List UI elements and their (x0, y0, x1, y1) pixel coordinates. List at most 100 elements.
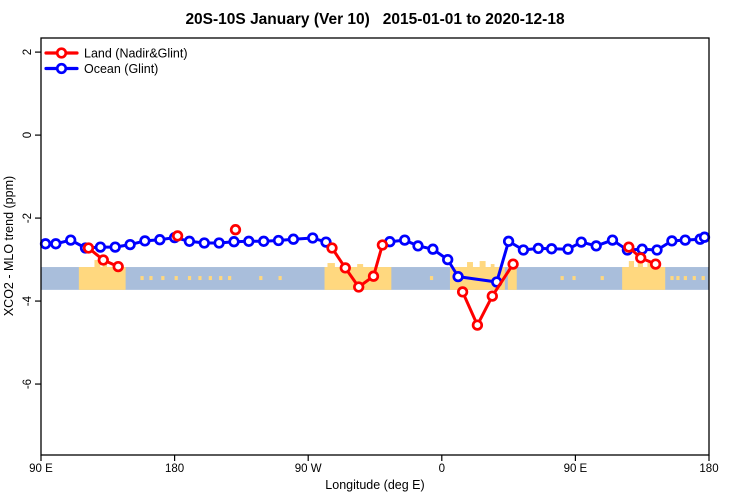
legend-marker-sample (55, 62, 68, 75)
data-point-marker (183, 235, 196, 247)
strip-island-dot (174, 276, 178, 281)
y-tick-label: 0 (22, 132, 34, 138)
data-point-marker (452, 270, 464, 283)
data-point-marker (590, 240, 602, 252)
data-point-marker (456, 286, 469, 298)
data-point-marker (679, 234, 691, 246)
strip-coast-bump (490, 264, 495, 268)
strip-island-dot (187, 276, 192, 281)
series-land-nadir-glint- (82, 224, 662, 331)
y-tick-label: 2 (22, 49, 34, 55)
y-tick-label: -4 (22, 295, 34, 306)
strip-island-dot (683, 276, 687, 281)
strip-coast-bump (479, 261, 486, 268)
data-point-marker (94, 241, 107, 253)
data-point-marker (272, 234, 285, 247)
strip-coast-bump (647, 263, 652, 268)
data-point-marker (229, 224, 242, 236)
strip-island-dot (198, 276, 202, 281)
data-point-marker (545, 243, 558, 255)
strip-coast-bump (637, 260, 643, 268)
data-point-marker (575, 236, 587, 248)
data-point-marker (376, 239, 389, 251)
y-tick-label: -6 (22, 379, 34, 389)
data-point-marker (326, 242, 338, 254)
data-point-marker (502, 235, 515, 247)
legend: Land (Nadir&Glint)Ocean (Glint) (44, 47, 188, 76)
data-point-marker (412, 240, 424, 252)
data-point-marker (213, 237, 225, 249)
data-point-marker (517, 244, 530, 256)
legend-item: Ocean (Glint) (44, 62, 158, 76)
x-axis-title: Longitude (deg E) (325, 478, 424, 492)
data-point-marker (606, 234, 619, 246)
strip-island-dot (278, 276, 282, 281)
data-point-marker (50, 238, 62, 250)
data-point-marker (367, 270, 380, 282)
strip-coast-bump (94, 260, 101, 268)
strip-island-dot (228, 276, 232, 281)
chart-title: 20S-10S January (Ver 10) 2015-01-01 to 2… (185, 11, 565, 28)
axes: 90 E 180 90 W 0 90 E 180 2 0 -2 -4 -6 (22, 37, 719, 475)
strip-coast-bump (628, 261, 635, 268)
strip-island-dot (161, 276, 165, 281)
legend-label: Ocean (Glint) (84, 62, 158, 76)
strip-island-dot (259, 276, 263, 281)
y-axis-title: XCO2 - MLO trend (ppm) (2, 176, 16, 316)
strip-land-patch (622, 267, 666, 290)
strip-island-dot (676, 276, 680, 281)
data-point-marker (339, 262, 351, 274)
strip-island-dot (560, 276, 564, 281)
strip-island-dot (692, 276, 696, 281)
legend-item: Land (Nadir&Glint) (44, 47, 188, 61)
data-point-marker (507, 258, 519, 270)
data-point-marker (287, 233, 300, 245)
x-tick-label: 0 (439, 463, 445, 475)
data-point-marker (698, 231, 711, 243)
x-tick-label: 180 (165, 463, 184, 475)
data-series (39, 224, 711, 331)
data-point-marker (486, 290, 498, 302)
data-point-marker (471, 319, 484, 331)
data-point-marker (399, 234, 411, 246)
strip-island-dot (219, 276, 223, 281)
data-point-marker (651, 244, 663, 256)
data-point-marker (258, 235, 270, 247)
series-ocean-glint- (39, 231, 711, 288)
data-point-marker (636, 243, 648, 255)
strip-land-patch (78, 267, 126, 290)
x-tick-label: 90 W (295, 463, 322, 475)
strip-island-dot (149, 276, 153, 281)
plot-border (40, 37, 710, 456)
data-point-marker (198, 237, 210, 249)
data-point-marker (154, 234, 166, 246)
series-line (461, 262, 515, 327)
data-point-marker (97, 254, 109, 266)
data-point-marker (112, 260, 124, 273)
strip-island-dot (140, 276, 144, 281)
strip-island-dot (600, 276, 604, 281)
data-point-marker (65, 234, 77, 246)
strip-coast-bump (327, 263, 335, 268)
data-point-marker (109, 241, 121, 253)
data-point-marker (243, 235, 255, 247)
data-point-marker (635, 252, 647, 264)
y-tick-label: -2 (22, 213, 34, 223)
strip-island-dot (670, 276, 674, 281)
x-tick-label: 90 E (29, 463, 53, 475)
data-point-marker (139, 235, 151, 247)
data-point-marker (353, 281, 365, 293)
data-point-marker (427, 243, 439, 255)
legend-marker-sample (55, 47, 68, 59)
strip-island-dot (572, 276, 576, 281)
strip-coast-bump (467, 262, 473, 268)
strip-land-patch (507, 267, 517, 290)
data-point-marker (307, 232, 319, 244)
data-point-marker (442, 253, 454, 266)
strip-island-dot (208, 276, 212, 281)
data-point-marker (532, 242, 544, 255)
x-tick-label: 180 (699, 463, 718, 475)
data-point-marker (649, 258, 662, 270)
legend-label: Land (Nadir&Glint) (84, 47, 188, 61)
strip-coast-bump (357, 264, 364, 268)
